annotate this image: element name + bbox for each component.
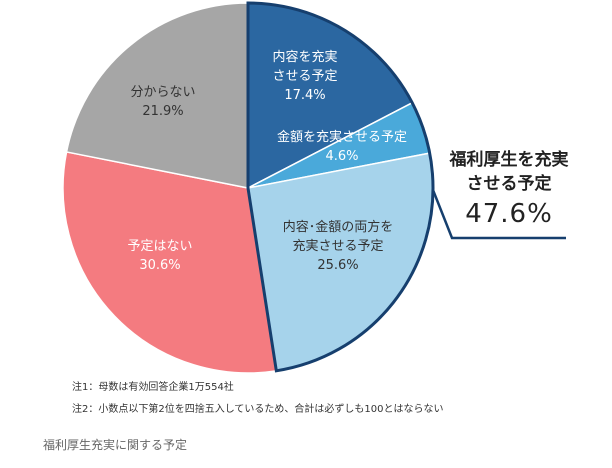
callout-value: 47.6% xyxy=(465,199,553,229)
callout-line: させる予定 xyxy=(466,174,552,194)
group-callout: 福利厚生を充実 させる予定 47.6% xyxy=(438,148,580,232)
figure-caption: 福利厚生充実に関する予定 xyxy=(43,438,188,452)
slice-label-none: 予定はない 30.6% xyxy=(127,237,192,275)
label-line: 予定はない xyxy=(127,239,193,254)
slice-label-amount: 金額を充実させる予定 4.6% xyxy=(277,128,407,166)
slice-label-unknown: 分からない 21.9% xyxy=(130,83,195,121)
slice-label-content: 内容を充実 させる予定 17.4% xyxy=(272,48,337,105)
label-line: 分からない xyxy=(130,85,196,100)
label-value: 4.6% xyxy=(325,149,359,164)
label-value: 21.9% xyxy=(142,104,184,119)
label-line: 充実させる予定 xyxy=(292,239,384,254)
label-value: 30.6% xyxy=(139,258,181,273)
label-line: 金額を充実させる予定 xyxy=(276,130,408,145)
label-value: 17.4% xyxy=(284,88,326,103)
label-line: させる予定 xyxy=(272,69,338,84)
note-1: 注1：母数は有効回答企業1万554社 xyxy=(72,382,234,393)
label-line: 内容･金額の両方を xyxy=(282,220,394,235)
callout-line: 福利厚生を充実 xyxy=(449,150,569,170)
slice-label-both: 内容･金額の両方を 充実させる予定 25.6% xyxy=(283,218,394,275)
group-outline xyxy=(246,1,435,373)
callout-leader-line xyxy=(431,189,566,240)
note-2: 注2：小数点以下第2位を四捨五入しているため、合計は必ずしも100とはならない xyxy=(72,404,444,415)
label-line: 内容を充実 xyxy=(272,50,338,65)
label-value: 25.6% xyxy=(317,258,359,273)
pie-slice xyxy=(65,2,249,189)
pie-slice xyxy=(62,151,278,374)
